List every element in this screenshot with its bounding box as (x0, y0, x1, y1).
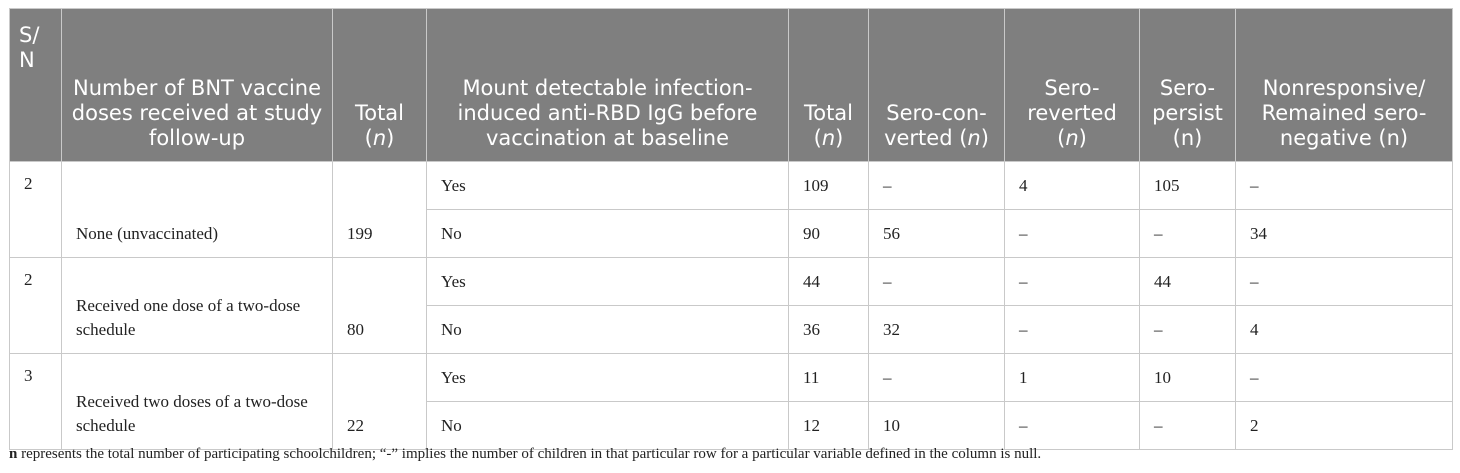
cell-seroconverted: – (868, 161, 1005, 210)
cell-seropersist: – (1139, 209, 1236, 258)
cell-seroconverted: 10 (868, 401, 1005, 450)
cell-seroconverted: – (868, 257, 1005, 306)
cell-baseline: No (426, 305, 789, 354)
cell-nonresponsive: 2 (1235, 401, 1453, 450)
table-body: 2 None (unvaccinated) 199 Yes 109 – 4 10… (9, 161, 1453, 450)
table-row: 2 Received one dose of a two-dose schedu… (9, 257, 1453, 354)
cell-total: 44 (788, 257, 869, 306)
cell-total: 11 (788, 353, 869, 402)
cell-total: 36 (788, 305, 869, 354)
cell-seroreverted: 4 (1004, 161, 1140, 210)
cell-total: 90 (788, 209, 869, 258)
header-seropersist: Sero-persist (n) (1139, 8, 1236, 162)
cell-seropersist: – (1139, 305, 1236, 354)
table-row: 3 Received two doses of a two-dose sched… (9, 353, 1453, 450)
cell-doses: Received two doses of a two-dose schedul… (61, 353, 333, 450)
cell-group-total: 22 (332, 353, 427, 450)
cell-group-total: 80 (332, 257, 427, 354)
footnote-symbol: n (9, 446, 18, 462)
header-row: S/N Number of BNT vaccine doses received… (9, 8, 1453, 162)
cell-nonresponsive: 4 (1235, 305, 1453, 354)
cell-total: 12 (788, 401, 869, 450)
header-seroreverted: Sero-reverted (n) (1004, 8, 1140, 162)
table-row: No 12 10 – – 2 (10, 401, 1453, 450)
cell-nonresponsive: 34 (1235, 209, 1453, 258)
cell-nonresponsive: – (1235, 353, 1453, 402)
cell-baseline: Yes (426, 257, 789, 306)
header-doses: Number of BNT vaccine doses received at … (61, 8, 333, 162)
cell-seropersist: – (1139, 401, 1236, 450)
cell-seroreverted: 1 (1004, 353, 1140, 402)
table-row: No 90 56 – – 34 (10, 209, 1453, 258)
header-total-2: Total (n) (788, 8, 869, 162)
cell-baseline: Yes (426, 161, 789, 210)
cell-baseline: No (426, 401, 789, 450)
results-table: S/N Number of BNT vaccine doses received… (9, 8, 1453, 450)
table-footnote: n represents the total number of partici… (9, 446, 1452, 463)
cell-baseline: No (426, 209, 789, 258)
cell-doses: Received one dose of a two-dose schedule (61, 257, 333, 354)
table-row: 2 None (unvaccinated) 199 Yes 109 – 4 10… (9, 161, 1453, 258)
cell-seroreverted: – (1004, 305, 1140, 354)
cell-seropersist: 44 (1139, 257, 1236, 306)
cell-baseline: Yes (426, 353, 789, 402)
cell-nonresponsive: – (1235, 257, 1453, 306)
cell-seroconverted: 32 (868, 305, 1005, 354)
header-seroconverted: Sero-con-verted (n) (868, 8, 1005, 162)
cell-seropersist: 105 (1139, 161, 1236, 210)
footnote-text: represents the total number of participa… (17, 446, 1042, 462)
cell-seroreverted: – (1004, 257, 1140, 306)
header-total: Total (n) (332, 8, 427, 162)
cell-nonresponsive: – (1235, 161, 1453, 210)
cell-seroreverted: – (1004, 209, 1140, 258)
cell-total: 109 (788, 161, 869, 210)
header-nonresponsive: Nonresponsive/ Remained sero-negative (n… (1235, 8, 1453, 162)
cell-doses: None (unvaccinated) (61, 161, 333, 258)
table-row: No 36 32 – – 4 (10, 305, 1453, 354)
cell-seroconverted: – (868, 353, 1005, 402)
cell-seropersist: 10 (1139, 353, 1236, 402)
cell-seroreverted: – (1004, 401, 1140, 450)
cell-group-total: 199 (332, 161, 427, 258)
header-sn: S/N (9, 8, 62, 162)
cell-sn: 2 (9, 257, 62, 354)
header-baseline: Mount detectable infection-induced anti-… (426, 8, 789, 162)
cell-sn: 3 (9, 353, 62, 450)
cell-sn: 2 (9, 161, 62, 258)
cell-seroconverted: 56 (868, 209, 1005, 258)
